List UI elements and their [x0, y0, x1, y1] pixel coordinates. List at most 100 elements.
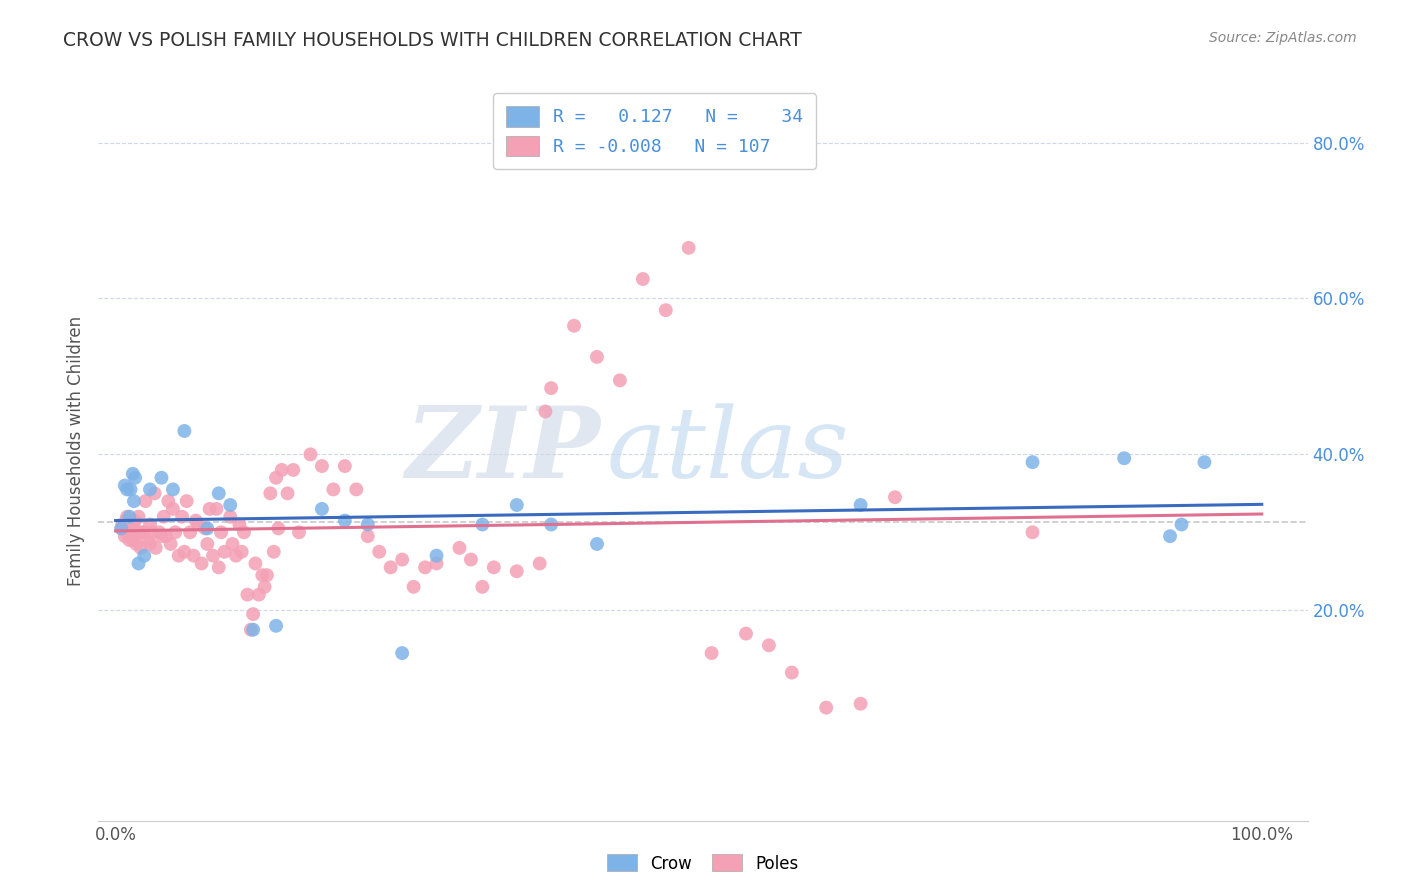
- Point: [529, 557, 551, 571]
- Point: [129, 541, 152, 555]
- Point: [125, 537, 148, 551]
- Point: [139, 483, 162, 497]
- Point: [471, 580, 494, 594]
- Point: [114, 529, 136, 543]
- Point: [179, 525, 201, 540]
- Point: [165, 525, 187, 540]
- Point: [402, 580, 425, 594]
- Point: [157, 494, 180, 508]
- Point: [242, 607, 264, 621]
- Point: [534, 404, 557, 418]
- Point: [194, 521, 217, 535]
- Point: [139, 517, 162, 532]
- Point: [145, 541, 167, 555]
- Point: [134, 525, 156, 540]
- Point: [121, 467, 143, 481]
- Point: [176, 494, 198, 508]
- Point: [239, 623, 262, 637]
- Point: [482, 560, 505, 574]
- Point: [173, 424, 195, 438]
- Text: Source: ZipAtlas.com: Source: ZipAtlas.com: [1209, 31, 1357, 45]
- Point: [128, 557, 150, 571]
- Text: CROW VS POLISH FAMILY HOUSEHOLDS WITH CHILDREN CORRELATION CHART: CROW VS POLISH FAMILY HOUSEHOLDS WITH CH…: [63, 31, 801, 50]
- Point: [134, 549, 156, 563]
- Point: [884, 490, 907, 504]
- Point: [115, 483, 138, 497]
- Text: ZIP: ZIP: [405, 402, 600, 499]
- Legend: R =   0.127   N =    34, R = -0.008   N = 107: R = 0.127 N = 34, R = -0.008 N = 107: [494, 93, 815, 169]
- Point: [202, 549, 225, 563]
- Point: [208, 560, 231, 574]
- Point: [231, 545, 253, 559]
- Point: [1194, 455, 1216, 469]
- Point: [247, 588, 270, 602]
- Point: [815, 700, 838, 714]
- Point: [259, 486, 281, 500]
- Point: [700, 646, 723, 660]
- Point: [205, 502, 228, 516]
- Point: [391, 552, 413, 566]
- Point: [184, 514, 207, 528]
- Point: [425, 549, 447, 563]
- Point: [357, 517, 380, 532]
- Point: [122, 494, 145, 508]
- Point: [141, 525, 163, 540]
- Point: [391, 646, 413, 660]
- Point: [134, 494, 156, 508]
- Point: [167, 549, 190, 563]
- Point: [1170, 517, 1192, 532]
- Point: [118, 533, 141, 547]
- Point: [413, 560, 436, 574]
- Point: [357, 529, 380, 543]
- Point: [299, 447, 322, 461]
- Point: [267, 521, 290, 535]
- Point: [195, 521, 218, 535]
- Point: [124, 514, 146, 528]
- Y-axis label: Family Households with Children: Family Households with Children: [66, 316, 84, 585]
- Point: [849, 498, 872, 512]
- Point: [263, 545, 285, 559]
- Point: [631, 272, 654, 286]
- Point: [150, 471, 173, 485]
- Point: [221, 537, 243, 551]
- Point: [780, 665, 803, 680]
- Point: [143, 486, 166, 500]
- Point: [128, 525, 150, 540]
- Point: [111, 517, 134, 532]
- Point: [586, 537, 609, 551]
- Point: [471, 517, 494, 532]
- Text: atlas: atlas: [606, 403, 849, 498]
- Point: [540, 517, 562, 532]
- Point: [277, 486, 299, 500]
- Point: [208, 486, 231, 500]
- Point: [288, 525, 311, 540]
- Point: [609, 373, 631, 387]
- Legend: Crow, Poles: Crow, Poles: [600, 847, 806, 880]
- Point: [198, 502, 221, 516]
- Point: [209, 525, 232, 540]
- Point: [264, 471, 287, 485]
- Point: [245, 557, 267, 571]
- Point: [333, 458, 356, 473]
- Point: [110, 521, 132, 535]
- Point: [121, 525, 143, 540]
- Point: [219, 509, 242, 524]
- Point: [425, 557, 447, 571]
- Point: [655, 303, 678, 318]
- Point: [256, 568, 278, 582]
- Point: [264, 619, 287, 633]
- Point: [122, 525, 145, 540]
- Point: [449, 541, 471, 555]
- Point: [270, 463, 292, 477]
- Point: [758, 638, 780, 652]
- Point: [155, 529, 177, 543]
- Point: [562, 318, 585, 333]
- Point: [283, 463, 305, 477]
- Point: [1159, 529, 1181, 543]
- Point: [1021, 525, 1043, 540]
- Point: [236, 588, 259, 602]
- Point: [110, 521, 132, 535]
- Point: [120, 483, 142, 497]
- Point: [233, 525, 256, 540]
- Point: [195, 537, 218, 551]
